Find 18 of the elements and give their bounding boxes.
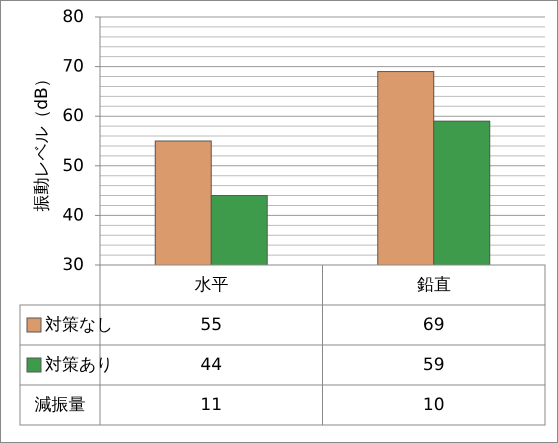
y-tick-label: 50 xyxy=(62,156,84,176)
legend-label: 対策なし xyxy=(45,315,113,335)
y-tick-label: 80 xyxy=(62,7,84,27)
data-label: 55 xyxy=(200,315,222,335)
y-tick-label: 30 xyxy=(62,255,84,275)
y-tick-label: 70 xyxy=(62,56,84,77)
data-label: 59 xyxy=(422,355,445,375)
data-label: 69 xyxy=(422,315,445,335)
text: 11 xyxy=(200,395,222,415)
data-label: 44 xyxy=(200,355,222,375)
y-axis-title: 振動レベル（dB） xyxy=(32,70,52,212)
x-tick-label: 鉛直 xyxy=(416,275,451,295)
y-tick-label: 60 xyxy=(62,106,84,126)
y-tick-label: 40 xyxy=(62,205,84,226)
x-tick-label: 水平 xyxy=(194,275,228,295)
text: 減振量 xyxy=(34,395,86,415)
text: 10 xyxy=(422,395,445,415)
legend-label: 対策あり xyxy=(45,355,113,375)
